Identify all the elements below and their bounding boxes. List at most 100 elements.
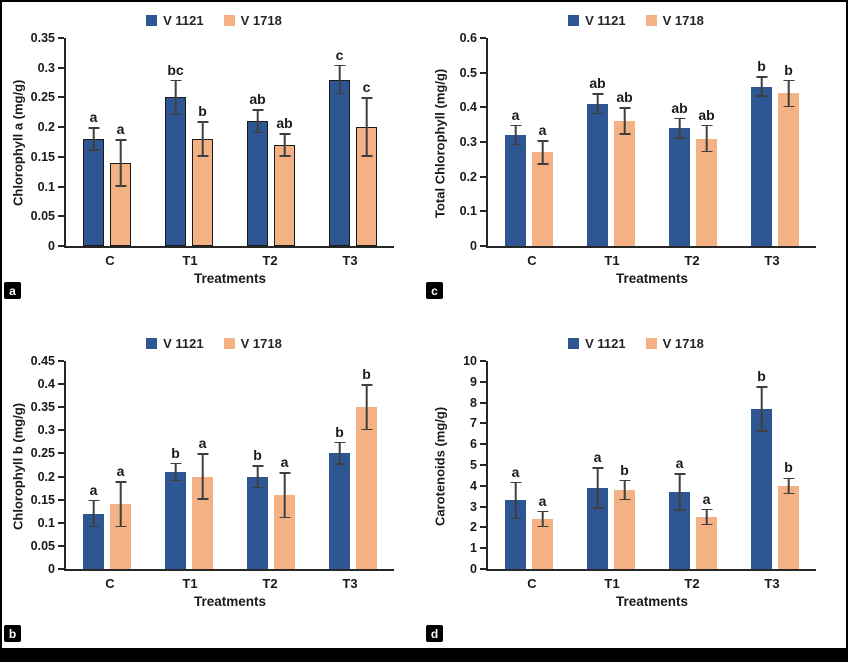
error-bar-cap-top [510, 481, 521, 484]
error-bar-line [596, 93, 599, 115]
y-tick-mark [480, 526, 486, 529]
y-tick-mark [58, 215, 64, 218]
y-tick-label: 2 [470, 520, 477, 535]
sig-letter: b [253, 447, 262, 463]
x-category-label: C [527, 253, 537, 268]
error-bar-cap-bottom [170, 113, 181, 116]
error-bar-cap-top [279, 133, 290, 135]
error-bar [170, 462, 181, 482]
y-tick-label: 0.3 [37, 60, 55, 75]
sig-letter: a [511, 106, 520, 123]
sig-letter: ab [249, 91, 266, 108]
panel-grid: V 1121 V 1718 Chlorophyll a (mg/g) 0 0.05 0… [2, 2, 846, 648]
legend-item: V 1121 [146, 13, 204, 28]
bar-group-T3-v1718: b [778, 459, 799, 569]
error-bar-cap-bottom [592, 112, 603, 115]
bar [669, 492, 690, 569]
error-bar [252, 109, 263, 134]
x-axis-category-labels: C T1 T2 T3 [70, 253, 390, 268]
error-bar-cap-top [115, 481, 126, 483]
error-bar-cap-bottom [252, 486, 263, 489]
error-bar [619, 479, 630, 501]
error-bar-line [514, 124, 517, 146]
error-bar-line [365, 384, 368, 431]
legend-item: V 1718 [223, 13, 282, 28]
y-axis-ticks: 0 0.05 0.1 0.15 0.2 0.25 0.3 0.35 0.4 0.45 [28, 354, 64, 576]
plot-area: a a bc b ab ab c c [64, 38, 394, 248]
x-category-label: C [527, 576, 537, 591]
error-bar-line [678, 117, 681, 139]
error-bar-cap-bottom [334, 463, 345, 465]
bar [505, 135, 526, 246]
error-bar-cap-bottom [252, 131, 263, 134]
error-bar-cap-bottom [334, 92, 345, 95]
y-tick-label: 0.2 [459, 169, 477, 184]
bar-group-T1-v1121: bc [165, 62, 186, 246]
bar-group-T3-v1121: b [329, 424, 350, 569]
error-bar-cap-top [334, 64, 345, 67]
bar-group-T2-v1718: ab [274, 115, 295, 246]
y-tick-mark [58, 406, 64, 409]
x-category-label: T1 [604, 576, 620, 591]
error-bar-line [596, 467, 599, 509]
legend-item: V 1718 [223, 336, 282, 351]
y-tick-label: 0.4 [459, 100, 477, 115]
x-category-label: T3 [764, 576, 780, 591]
x-category-label: C [105, 253, 115, 268]
bar [274, 144, 295, 246]
error-bar-cap-bottom [783, 492, 794, 495]
error-bar-cap-top [252, 109, 263, 111]
error-bar-cap-bottom [701, 523, 712, 526]
legend-label: V 1121 [585, 12, 626, 28]
bar-group-T1-v1121: b [165, 445, 186, 569]
chart-body: Chlorophyll a (mg/g) 0 0.05 0.1 0.15 0.2 0.25… [8, 31, 420, 253]
error-bar [88, 127, 99, 151]
error-bar [88, 499, 99, 528]
bar [751, 86, 772, 246]
error-bar-line [705, 508, 708, 526]
error-bar [783, 477, 794, 495]
error-bar [674, 117, 685, 139]
error-bar-cap-top [361, 97, 372, 100]
y-tick-label: 0 [48, 239, 55, 253]
bar [614, 121, 635, 246]
bar [587, 103, 608, 246]
error-bar-cap-bottom [701, 150, 712, 153]
bar-group-C-v1718: a [110, 463, 131, 569]
legend: V 1121 V 1718 [430, 10, 842, 30]
error-bar-cap-top [170, 462, 181, 465]
legend-label: V 1121 [585, 335, 626, 351]
error-bar [197, 121, 208, 157]
y-axis-ticks: 0 1 2 3 4 5 6 7 8 9 10 [450, 354, 486, 576]
bar-group-T2-v1718: ab [696, 107, 717, 246]
sig-letter: b [362, 366, 371, 383]
error-bar-cap-top [334, 441, 345, 444]
x-axis-category-labels: C T1 T2 T3 [492, 253, 812, 268]
x-axis-category-labels: C T1 T2 T3 [70, 576, 390, 591]
error-bar-cap-bottom [537, 162, 548, 165]
error-bar-cap-top [701, 508, 712, 511]
y-tick-label: 0.15 [30, 492, 55, 507]
category-group-T1: ab ab [570, 38, 652, 246]
error-bar-cap-bottom [115, 184, 126, 187]
legend-item: V 1121 [568, 336, 626, 351]
bar-group-T1-v1121: a [587, 449, 608, 569]
x-axis-category-labels: C T1 T2 T3 [492, 576, 812, 591]
legend-item: V 1718 [645, 336, 704, 351]
sig-letter: a [89, 481, 98, 498]
error-bar [756, 76, 767, 97]
y-tick-label: 8 [470, 395, 477, 410]
error-bar [252, 465, 263, 489]
error-bar [361, 97, 372, 157]
y-tick-mark [58, 429, 64, 432]
bar [247, 121, 268, 246]
bar-group-T2-v1718: a [696, 491, 717, 569]
y-tick-label: 0.6 [459, 31, 477, 45]
sig-letter: ab [589, 75, 606, 92]
error-bar [619, 107, 630, 136]
